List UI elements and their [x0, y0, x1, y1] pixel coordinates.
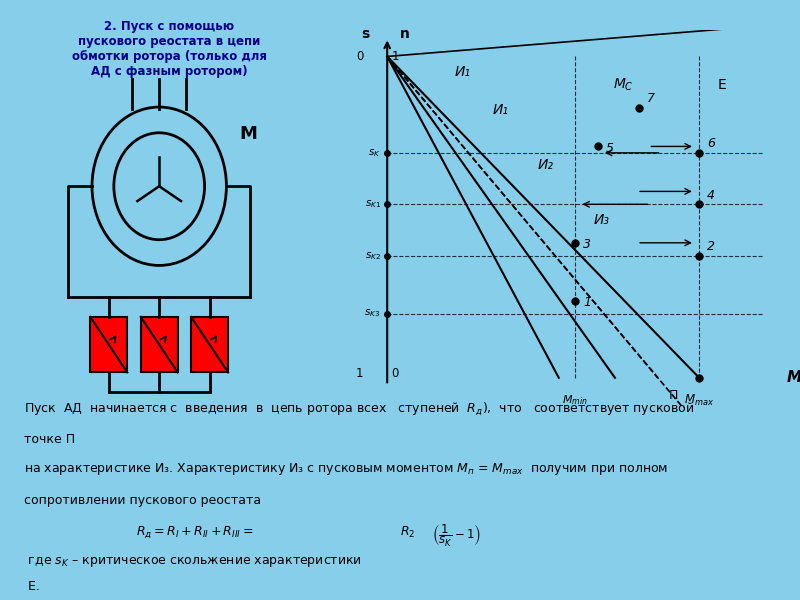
- Text: 5: 5: [606, 142, 614, 155]
- Text: $\left(\dfrac{1}{s_K} - 1\right)$: $\left(\dfrac{1}{s_K} - 1\right)$: [432, 523, 481, 548]
- Text: $s_{K2}$: $s_{K2}$: [365, 250, 381, 262]
- Text: $M_С$: $M_С$: [613, 77, 634, 93]
- Text: 0: 0: [356, 50, 363, 63]
- Text: Е.: Е.: [24, 580, 40, 593]
- Text: $s_K$: $s_K$: [368, 147, 381, 159]
- Text: точке П: точке П: [24, 433, 75, 446]
- Text: И₃: И₃: [594, 212, 610, 227]
- Text: 3: 3: [583, 238, 591, 251]
- Text: $M_{min}$: $M_{min}$: [562, 393, 588, 407]
- Text: 4: 4: [707, 188, 715, 202]
- Text: И₂: И₂: [538, 158, 554, 172]
- Text: $R_2$: $R_2$: [400, 524, 415, 539]
- Text: $s_{K3}$: $s_{K3}$: [365, 308, 381, 319]
- Text: $R_д = R_I +  R_{II} + R_{III} =$: $R_д = R_I + R_{II} + R_{III} =$: [136, 524, 254, 541]
- Text: где $s_K$ – критическое скольжение характеристики: где $s_K$ – критическое скольжение харак…: [24, 555, 362, 569]
- Bar: [191, 317, 228, 373]
- Text: $M_{max}$: $M_{max}$: [684, 393, 714, 408]
- Text: И₁: И₁: [493, 103, 509, 117]
- Text: И₁: И₁: [455, 65, 471, 79]
- Text: 1: 1: [391, 50, 399, 63]
- Text: 1: 1: [583, 296, 591, 310]
- Text: 1: 1: [356, 367, 363, 380]
- Text: на характеристике И₃. Характеристику И₃ с пусковым моментом $M_п$ = $M_{max}$  п: на характеристике И₃. Характеристику И₃ …: [24, 461, 668, 477]
- Text: M: M: [786, 370, 800, 385]
- Text: 0: 0: [391, 367, 399, 380]
- Text: Пуск  АД  начинается с  введения  в  цепь ротора всех   ступеней  $R_д$),  что  : Пуск АД начинается с введения в цепь рот…: [24, 400, 694, 417]
- Text: сопротивлении пускового реостата: сопротивлении пускового реостата: [24, 494, 261, 507]
- Text: n: n: [399, 26, 410, 41]
- Text: 7: 7: [646, 92, 654, 105]
- Text: 2. Пуск с помощью
пускового реостата в цепи
обмотки ротора (только для
АД с фазн: 2. Пуск с помощью пускового реостата в ц…: [72, 20, 266, 78]
- Text: 2: 2: [707, 240, 715, 253]
- Text: П: П: [669, 389, 678, 402]
- Text: $s_{K1}$: $s_{K1}$: [365, 199, 381, 210]
- Text: 6: 6: [707, 137, 715, 150]
- Text: Е: Е: [718, 77, 726, 92]
- Bar: [90, 317, 127, 373]
- Text: М: М: [240, 125, 258, 143]
- Bar: [141, 317, 178, 373]
- Text: s: s: [362, 26, 370, 41]
